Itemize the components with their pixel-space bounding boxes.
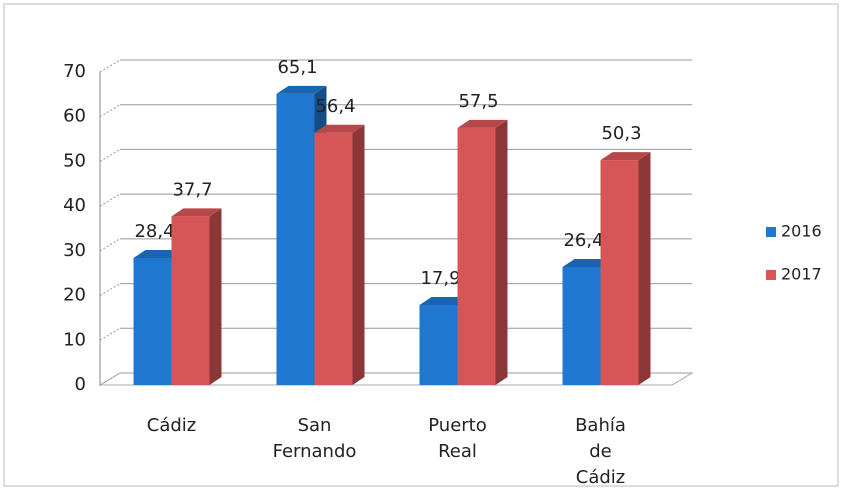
bar-top xyxy=(562,258,613,267)
x-tick-label: San Fernando xyxy=(272,415,357,462)
bar-side xyxy=(638,152,651,385)
bar-front xyxy=(171,216,210,385)
y-tick-label: 70 xyxy=(63,61,86,82)
bar-top xyxy=(457,119,508,128)
bar-side xyxy=(352,124,365,385)
y-tick-label: 30 xyxy=(63,240,86,261)
y-tick-label: 0 xyxy=(75,374,86,395)
bar-front xyxy=(457,127,496,386)
grid-line-side xyxy=(99,283,121,297)
y-tick-label: 50 xyxy=(63,150,86,171)
y-tick-label: 40 xyxy=(63,195,86,216)
data-label: 65,1 xyxy=(277,57,317,78)
bar xyxy=(600,152,651,385)
chart-border xyxy=(3,3,839,487)
data-label: 28,4 xyxy=(134,221,174,242)
y-tick-label: 20 xyxy=(63,285,86,306)
grid-line-side xyxy=(99,104,121,118)
legend-swatch xyxy=(766,227,776,237)
y-tick-label: 60 xyxy=(63,106,86,127)
bar-front xyxy=(133,258,172,385)
legend-label: 2016 xyxy=(781,222,822,241)
bar-front xyxy=(276,93,315,385)
x-tick-label: Bahía de Cádiz xyxy=(575,415,626,488)
legend-swatch xyxy=(766,270,776,280)
y-tick-label: 10 xyxy=(63,329,86,350)
grid-line-side xyxy=(99,193,121,207)
bar-side xyxy=(209,208,222,385)
data-label: 37,7 xyxy=(172,179,212,200)
bar-front xyxy=(419,304,458,385)
grid-line-side xyxy=(99,148,121,162)
x-tick-label: Cádiz xyxy=(146,415,197,436)
bar-top xyxy=(314,124,365,133)
bar-front xyxy=(600,160,639,385)
bar xyxy=(171,208,222,385)
data-label: 50,3 xyxy=(601,123,641,144)
bar-front xyxy=(562,266,601,385)
data-label: 17,9 xyxy=(420,268,460,289)
bar-top xyxy=(419,296,470,305)
legend-label: 2017 xyxy=(781,265,822,284)
bar-top xyxy=(600,152,651,161)
bar-top xyxy=(276,85,327,94)
bar-side xyxy=(495,119,508,386)
grid-line-side xyxy=(99,327,121,341)
bar xyxy=(457,119,508,386)
data-label: 57,5 xyxy=(458,91,498,112)
data-label: 56,4 xyxy=(315,96,355,117)
data-label: 26,4 xyxy=(563,230,603,251)
bar xyxy=(314,124,365,385)
x-tick-label: Puerto Real xyxy=(428,415,487,462)
bar-top xyxy=(171,208,222,217)
grid-line-side xyxy=(99,59,121,73)
grid-line-side xyxy=(99,238,121,252)
bar-front xyxy=(314,132,353,385)
bar-top xyxy=(133,250,184,259)
